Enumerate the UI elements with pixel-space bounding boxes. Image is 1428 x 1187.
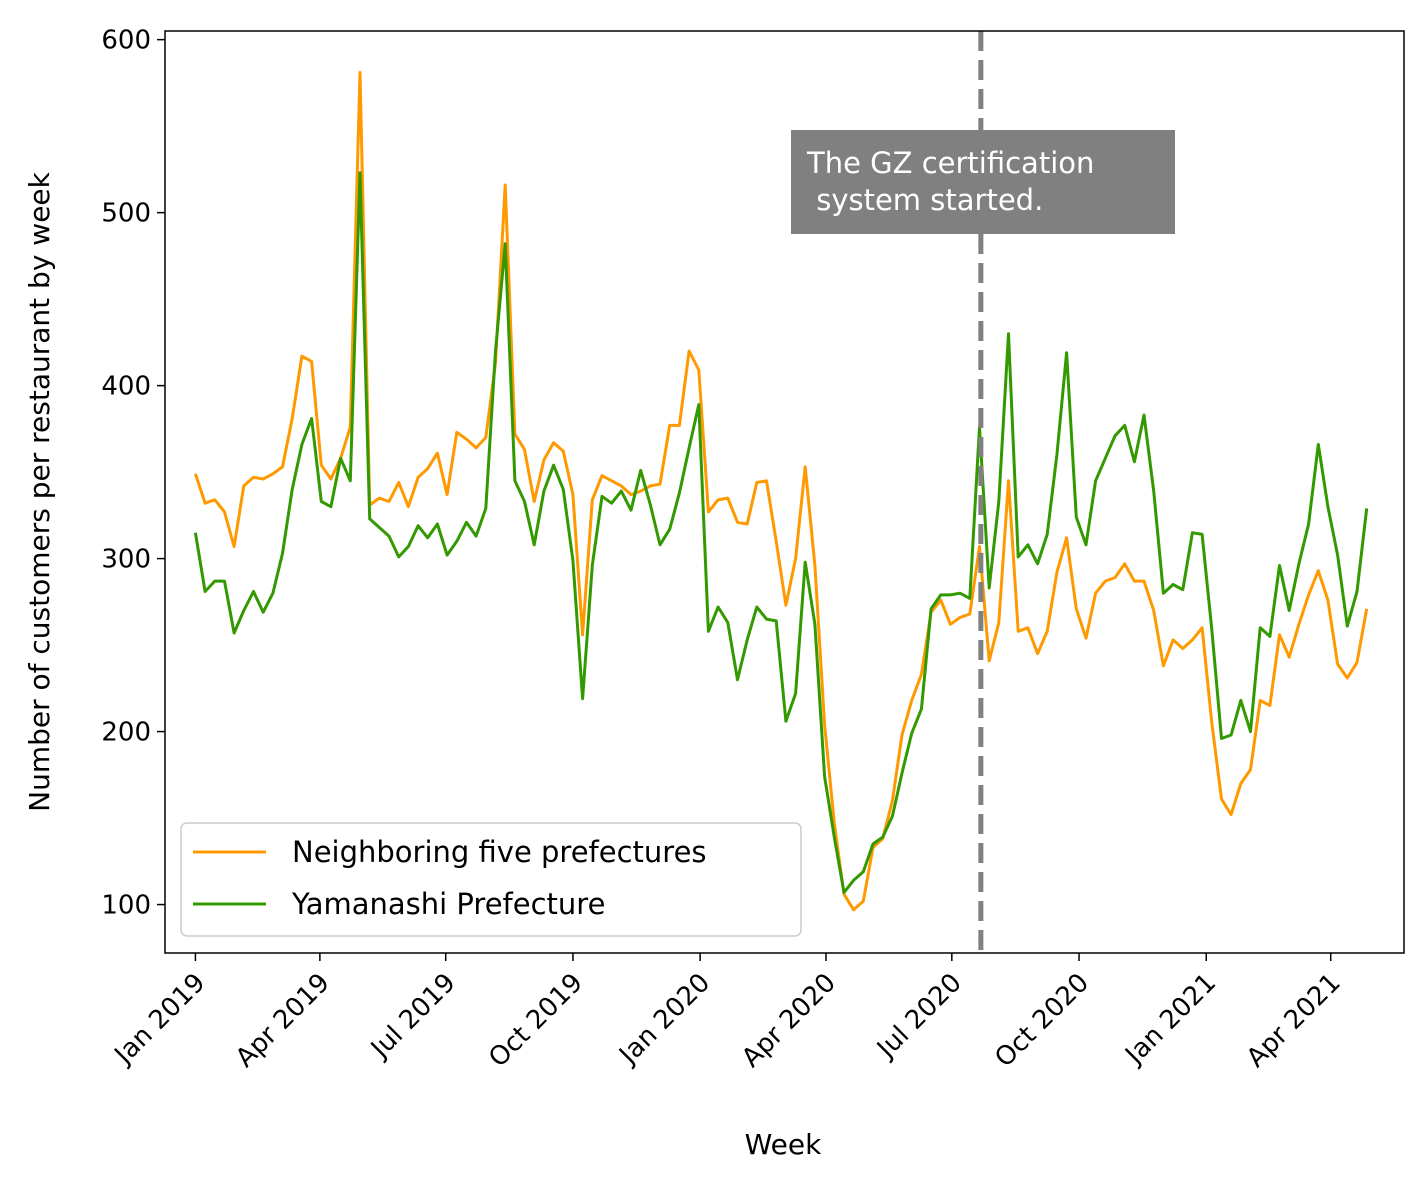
legend-label-neighboring: Neighboring five prefectures bbox=[292, 835, 707, 869]
series-line-yamanashi bbox=[193, 171, 1369, 894]
series-line-neighboring bbox=[193, 71, 1369, 912]
legend-frame bbox=[180, 822, 802, 937]
y-tick-label: 600 bbox=[101, 26, 151, 56]
y-axis-label: Number of customers per restaurant by we… bbox=[23, 171, 56, 812]
y-tick-label: 100 bbox=[101, 891, 151, 921]
plot-area bbox=[193, 71, 1369, 912]
y-axis: 100 200 300 400 500 600 bbox=[101, 26, 165, 921]
x-axis-label: Week bbox=[745, 1128, 822, 1161]
annotation-box: The GZ certification system started. bbox=[791, 130, 1175, 234]
annotation-line-1: The GZ certification bbox=[806, 146, 1094, 180]
annotation-background bbox=[791, 130, 1175, 234]
plot-frame bbox=[164, 30, 1405, 954]
y-tick-label: 400 bbox=[101, 372, 151, 402]
y-tick-label: 200 bbox=[101, 718, 151, 748]
legend: Neighboring five prefectures Yamanashi P… bbox=[180, 822, 802, 937]
y-tick-label: 300 bbox=[101, 545, 151, 575]
legend-label-yamanashi: Yamanashi Prefecture bbox=[291, 887, 605, 921]
annotation-line-2: system started. bbox=[807, 183, 1043, 217]
y-tick-label: 500 bbox=[101, 199, 151, 229]
